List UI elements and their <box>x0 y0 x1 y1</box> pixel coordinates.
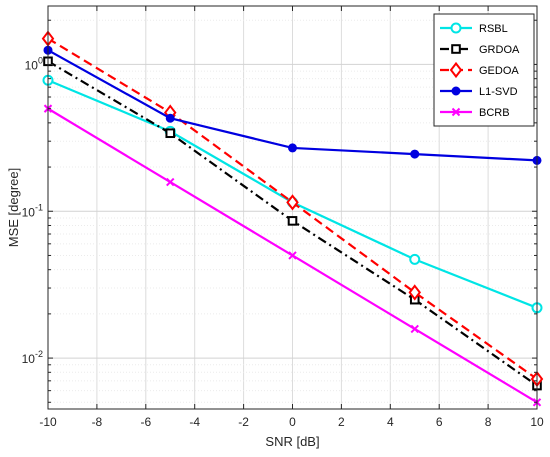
legend-label: RSBL <box>479 23 508 35</box>
legend-swatch-marker <box>451 86 461 96</box>
data-point-grdoa <box>165 128 176 139</box>
legend-entry-grdoa: GRDOA <box>440 44 520 56</box>
data-point-l1-svd <box>165 113 175 123</box>
x-tick-label: -4 <box>189 415 200 429</box>
data-point-bcrb <box>166 177 175 187</box>
data-point-l1-svd <box>288 143 297 153</box>
legend-entry-l1-svd: L1-SVD <box>440 86 518 98</box>
legend-entry-rsbl: RSBL <box>440 22 508 35</box>
legend-swatch-marker <box>449 61 463 79</box>
data-point-gedoa <box>408 284 422 301</box>
y-tick-label: 10-2 <box>22 349 43 366</box>
x-tick-label: 0 <box>289 415 296 429</box>
x-tick-label: -6 <box>140 415 151 429</box>
data-point-bcrb <box>410 324 419 334</box>
tick-labels: -10 -8 -6 -4 -2 0 2 4 6 8 10 10-2 10-1 100 <box>22 55 544 429</box>
legend-entry-bcrb: BCRB <box>440 107 510 119</box>
x-tick-label: 2 <box>338 415 345 429</box>
data-point-bcrb <box>288 251 297 260</box>
legend-swatch-marker <box>450 22 462 34</box>
legend-label: L1-SVD <box>479 86 518 98</box>
data-point-l1-svd <box>410 149 420 159</box>
x-tick-label: -10 <box>39 415 57 429</box>
x-tick-label: 8 <box>485 415 492 429</box>
y-axis-label: MSE [degree] <box>6 168 21 248</box>
legend-entry-gedoa: GEDOA <box>440 61 519 79</box>
x-tick-label: -8 <box>92 415 103 429</box>
x-axis-label: SNR [dB] <box>265 434 319 449</box>
tick-marks <box>47 6 538 409</box>
legend-swatch-marker <box>451 107 461 117</box>
legend-label: GRDOA <box>479 44 520 56</box>
legend-label: GEDOA <box>479 65 519 77</box>
legend-swatch-marker <box>451 44 461 54</box>
x-tick-label: 10 <box>530 415 544 429</box>
data-point-rsbl <box>409 253 421 265</box>
series-layer <box>41 30 544 407</box>
x-tick-label: -2 <box>238 415 249 429</box>
y-tick-label: 10-1 <box>22 202 43 219</box>
x-tick-label: 4 <box>387 415 394 429</box>
y-tick-label: 100 <box>25 55 43 72</box>
x-tick-label: 6 <box>436 415 443 429</box>
legend-label: BCRB <box>479 107 510 119</box>
data-point-grdoa <box>287 216 298 226</box>
series-gedoa <box>41 30 544 388</box>
legend: RSBL GRDOA GEDOA L1-SVD BCRB <box>433 13 535 127</box>
series-bcrb <box>43 104 542 407</box>
data-point-gedoa <box>286 194 299 211</box>
